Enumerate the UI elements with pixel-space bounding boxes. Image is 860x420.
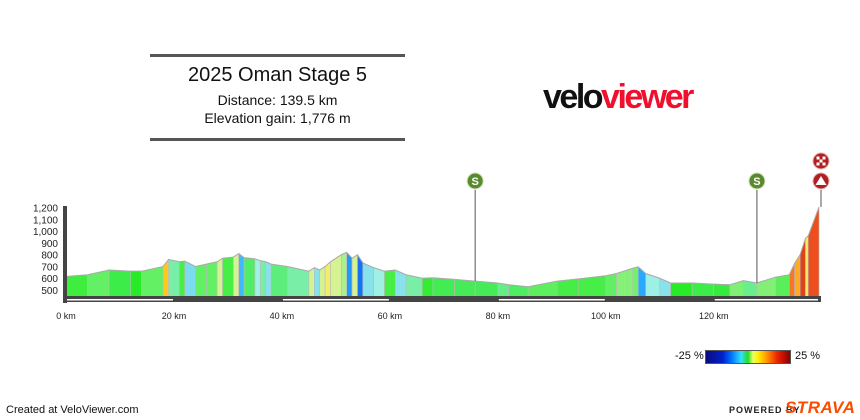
created-at-link[interactable]: Created at VeloViewer.com bbox=[6, 404, 139, 416]
profile-segment bbox=[432, 277, 455, 298]
sprint-icon-label: S bbox=[471, 176, 478, 188]
profile-segment bbox=[351, 254, 358, 298]
profile-segment bbox=[319, 265, 326, 298]
x-tick-label: 60 km bbox=[378, 311, 403, 321]
x-tick-label: 40 km bbox=[270, 311, 295, 321]
checker-square bbox=[816, 162, 820, 166]
x-tick-label: 80 km bbox=[486, 311, 511, 321]
x-axis-stripe bbox=[714, 299, 818, 301]
y-tick-label: 700 bbox=[41, 262, 58, 273]
profile-segment bbox=[616, 269, 628, 298]
gradient-legend-bar bbox=[705, 350, 791, 364]
profile-segment bbox=[384, 269, 396, 298]
checker-square bbox=[822, 162, 826, 166]
profile-segment bbox=[497, 282, 509, 298]
veloviewer-logo[interactable]: veloviewer bbox=[543, 78, 694, 117]
profile-segment bbox=[713, 283, 731, 298]
strava-logo[interactable]: STRAVA bbox=[785, 398, 856, 417]
profile-segment bbox=[632, 266, 639, 298]
mountain-glyph bbox=[815, 176, 827, 185]
profile-segment bbox=[605, 273, 617, 298]
profile-segment bbox=[474, 280, 499, 298]
stage-title: 2025 Oman Stage 5 bbox=[187, 64, 367, 86]
sprint-icon bbox=[466, 172, 484, 190]
profile-segment bbox=[421, 277, 434, 298]
title-rule-bottom bbox=[150, 138, 405, 141]
profile-segment bbox=[270, 263, 288, 298]
profile-segment bbox=[454, 279, 476, 298]
profile-segment bbox=[184, 260, 196, 298]
powered-by-text: POWERED BY bbox=[729, 405, 801, 415]
y-axis-line bbox=[63, 206, 67, 303]
checker-square bbox=[816, 156, 820, 160]
y-tick-label: 1,000 bbox=[33, 227, 58, 238]
y-tick-label: 1,100 bbox=[33, 215, 58, 226]
x-tick-label: 120 km bbox=[699, 311, 729, 321]
y-tick-label: 800 bbox=[41, 251, 58, 262]
x-axis-stripe bbox=[498, 299, 605, 301]
profile-outline bbox=[65, 206, 820, 288]
distance-text: Distance: 139.5 km bbox=[217, 92, 338, 108]
profile-segment bbox=[670, 282, 693, 298]
profile-segment bbox=[637, 266, 647, 298]
profile-segment bbox=[627, 267, 634, 298]
checker-square bbox=[819, 159, 823, 163]
elevation-gain-text: Elevation gain: 1,776 m bbox=[204, 110, 351, 126]
legend-min-label: -25 % bbox=[675, 350, 704, 362]
sprint-icon bbox=[748, 172, 766, 190]
y-tick-label: 500 bbox=[41, 286, 58, 297]
profile-segment bbox=[233, 252, 240, 298]
profile-segment bbox=[346, 251, 353, 298]
profile-segment bbox=[141, 266, 164, 298]
profile-segment bbox=[314, 267, 320, 298]
logo-viewer: viewer bbox=[601, 78, 694, 116]
x-axis-stripe bbox=[67, 299, 173, 301]
profile-segment bbox=[206, 261, 218, 298]
profile-segment bbox=[243, 257, 256, 298]
profile-segment bbox=[254, 258, 261, 298]
profile-segment bbox=[578, 275, 607, 298]
profile-segment bbox=[362, 262, 374, 298]
profile-segment bbox=[108, 269, 132, 298]
title-rule-top bbox=[150, 54, 405, 57]
profile-segment bbox=[130, 270, 142, 298]
profile-segment bbox=[556, 278, 580, 298]
legend-max-label: 25 % bbox=[795, 350, 821, 362]
profile-segment bbox=[65, 274, 88, 298]
x-tick-label: 0 km bbox=[56, 311, 76, 321]
profile-segment bbox=[238, 252, 245, 298]
profile-segment bbox=[324, 261, 331, 298]
x-axis-stripe bbox=[282, 299, 389, 301]
x-axis-bar bbox=[63, 296, 821, 302]
profile-segment bbox=[287, 266, 310, 298]
logo-velo: velo bbox=[543, 78, 604, 116]
profile-segment bbox=[373, 267, 385, 298]
profile-segment bbox=[340, 251, 347, 298]
y-tick-label: 600 bbox=[41, 274, 58, 285]
profile-segment bbox=[691, 282, 715, 298]
profile-segment bbox=[195, 263, 207, 298]
x-tick-label: 20 km bbox=[162, 311, 187, 321]
y-tick-label: 1,200 bbox=[33, 204, 58, 215]
profile-segment bbox=[168, 259, 180, 298]
profile-segment bbox=[775, 274, 790, 298]
profile-segment bbox=[805, 235, 809, 298]
profile-segment bbox=[179, 260, 186, 298]
profile-segment bbox=[222, 256, 234, 298]
profile-segment bbox=[308, 267, 315, 298]
profile-segment bbox=[216, 257, 223, 298]
sprint-icon-label: S bbox=[753, 176, 760, 188]
x-tick-label: 100 km bbox=[591, 311, 621, 321]
profile-segment bbox=[260, 260, 267, 298]
checker-square bbox=[822, 156, 826, 160]
y-tick-label: 900 bbox=[41, 239, 58, 250]
profile-segment bbox=[265, 261, 272, 298]
